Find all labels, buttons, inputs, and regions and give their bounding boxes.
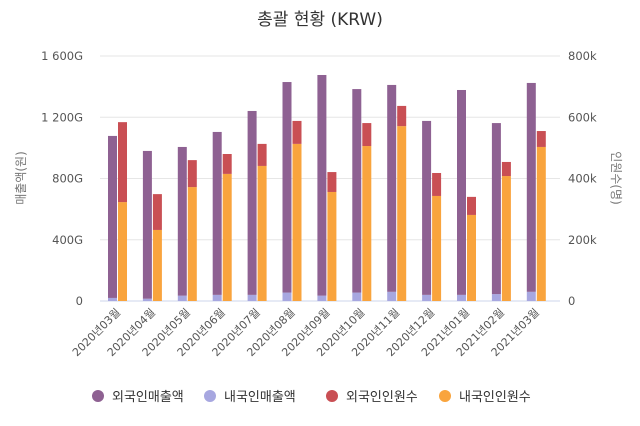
y-tick-right: 0 [568, 294, 575, 308]
bar-foreign-sales [142, 150, 152, 299]
bar-domestic-visitors [362, 146, 372, 301]
bars [108, 74, 546, 301]
legend-item[interactable]: 내국인매출액 [204, 390, 296, 405]
x-axis-labels: 2020년03월2020년04월2020년05월2020년06월2020년07월… [70, 306, 542, 359]
y-tick-left: 400G [52, 233, 83, 247]
bar-domestic-sales [282, 292, 292, 301]
legend-label: 외국인인원수 [346, 390, 418, 405]
legend-label: 내국인매출액 [224, 390, 296, 405]
bar-domestic-visitors [292, 143, 302, 301]
y-axis-left: 0 400G 800G 1 200G 1 600G [41, 49, 83, 308]
bar-foreign-sales [352, 89, 362, 293]
bar-foreign-sales [457, 89, 466, 295]
y-tick-left: 800G [52, 172, 83, 186]
bar-domestic-visitors [397, 126, 407, 301]
y-axis-right-title: 인원수(명) [609, 151, 623, 205]
bar-foreign-sales [317, 74, 327, 296]
bar-foreign-visitors [292, 120, 302, 144]
y-axis-left-title: 매출액(원) [14, 151, 28, 205]
legend-item[interactable]: 내국인인원수 [439, 390, 531, 405]
bar-domestic-sales [142, 298, 152, 301]
legend-item[interactable]: 외국인매출액 [92, 390, 184, 405]
bar-domestic-sales [526, 291, 536, 301]
legend-marker-icon [326, 390, 338, 402]
bar-foreign-sales [422, 120, 432, 295]
legend-marker-icon [204, 390, 216, 402]
bar-domestic-sales [387, 291, 397, 301]
bar-foreign-sales [108, 135, 117, 298]
bar-domestic-sales [352, 292, 362, 301]
bar-domestic-sales [422, 294, 432, 301]
bar-domestic-visitors [222, 173, 232, 301]
y-tick-right: 800k [568, 49, 597, 63]
bar-foreign-sales [387, 84, 397, 292]
bar-foreign-visitors [152, 194, 162, 230]
bar-foreign-visitors [222, 154, 232, 174]
legend-marker-icon [92, 390, 104, 402]
bar-domestic-sales [108, 297, 117, 301]
bar-domestic-visitors [118, 202, 127, 301]
bar-domestic-sales [457, 294, 466, 301]
y-axis-right: 0 200k 400k 600k 800k [568, 49, 597, 308]
bar-foreign-sales [526, 82, 536, 292]
y-tick-right: 200k [568, 233, 597, 247]
bar-foreign-visitors [501, 161, 511, 177]
bar-foreign-visitors [536, 131, 546, 147]
y-tick-left: 1 600G [41, 49, 83, 63]
legend: 외국인매출액 내국인매출액 외국인인원수 내국인인원수 [92, 390, 531, 405]
y-tick-left: 0 [76, 294, 83, 308]
bar-domestic-visitors [501, 176, 511, 301]
bar-domestic-visitors [327, 191, 337, 301]
bar-foreign-visitors [187, 160, 197, 188]
bar-foreign-sales [491, 123, 501, 295]
chart-title: 총괄 현황 (KRW) [257, 10, 383, 30]
bar-foreign-sales [212, 131, 222, 295]
bar-domestic-sales [491, 294, 501, 301]
bar-foreign-sales [177, 146, 187, 296]
bar-domestic-sales [177, 295, 187, 301]
bar-domestic-visitors [467, 214, 476, 301]
legend-label: 외국인매출액 [112, 390, 184, 405]
y-tick-right: 600k [568, 110, 597, 124]
legend-marker-icon [439, 390, 451, 402]
bar-foreign-sales [282, 82, 292, 293]
bar-foreign-sales [247, 110, 257, 295]
bar-domestic-sales [212, 294, 222, 301]
bar-domestic-sales [317, 295, 327, 301]
bar-foreign-visitors [397, 105, 407, 127]
bar-domestic-visitors [257, 165, 267, 301]
legend-label: 내국인인원수 [459, 390, 531, 405]
bar-foreign-visitors [362, 123, 372, 147]
bar-foreign-visitors [432, 172, 442, 196]
bar-foreign-visitors [327, 172, 337, 192]
bar-domestic-visitors [432, 195, 442, 301]
bar-foreign-visitors [257, 143, 267, 166]
bar-domestic-visitors [187, 187, 197, 301]
bar-domestic-sales [247, 294, 257, 301]
legend-item[interactable]: 외국인인원수 [326, 390, 418, 405]
bar-foreign-visitors [118, 122, 127, 203]
y-tick-left: 1 200G [41, 110, 83, 124]
bar-domestic-visitors [152, 229, 162, 301]
bar-domestic-visitors [536, 146, 546, 301]
bar-foreign-visitors [467, 196, 476, 215]
y-tick-right: 400k [568, 172, 597, 186]
